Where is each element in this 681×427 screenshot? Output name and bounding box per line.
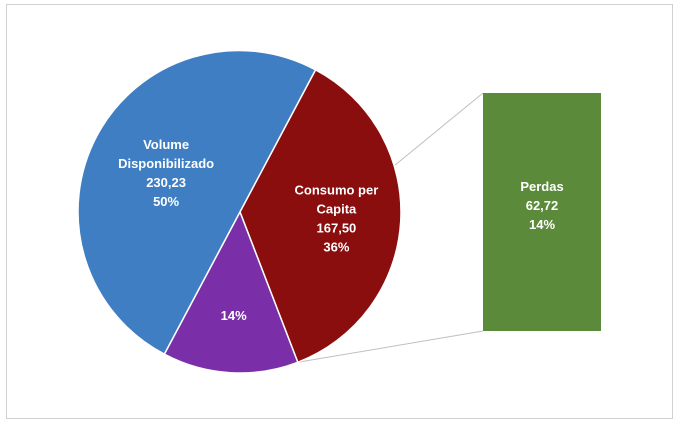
pie-slices (77, 49, 402, 374)
pie-slice-consumo-per-capita (239, 68, 402, 364)
data-labels: Volume Disponibilizado 230,23 50% Consumo pe… (118, 137, 564, 323)
breakout-bar-group (483, 93, 601, 331)
data-label-consumo-per-capita: Consumo per Capita 167,50 36% (295, 182, 379, 254)
breakout-bar-perdas (483, 93, 601, 331)
pie-slice-perdas (163, 210, 299, 374)
data-label-volume-disponibilizado: Volume Disponibilizado 230,23 50% (118, 137, 214, 209)
connector-line-bottom (297, 330, 484, 363)
pie-slice-volume-disponibilizado (77, 49, 317, 356)
data-label-breakout-perdas: Perdas 62,72 14% (520, 179, 563, 232)
data-label-perdas: 14% (221, 308, 247, 323)
